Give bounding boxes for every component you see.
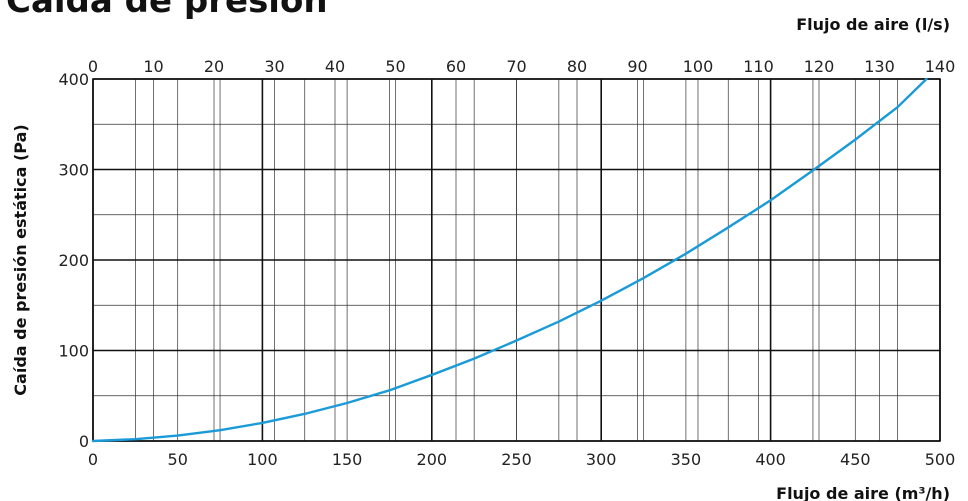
series-layer: [91, 77, 928, 443]
chart-title: Caída de presión: [6, 0, 328, 21]
x-tick-label: 0: [88, 450, 98, 469]
x-tick-label: 100: [247, 450, 278, 469]
x-tick-label: 200: [417, 450, 448, 469]
x2-tick-label: 10: [143, 57, 163, 76]
x2-tick-label: 60: [446, 57, 466, 76]
y-tick-label: 400: [58, 70, 89, 89]
x-tick-label: 350: [671, 450, 702, 469]
y-tick-label: 0: [79, 432, 89, 451]
x-tick-label: 450: [840, 450, 871, 469]
x2-tick-label: 80: [567, 57, 587, 76]
x2-axis-title: Flujo de aire (l/s): [796, 15, 950, 34]
x2-tick-label: 50: [385, 57, 405, 76]
x-axis-ticks: 0 50 100 150 200 250 300 350 400 450 500: [88, 450, 955, 469]
x2-tick-label: 100: [683, 57, 714, 76]
x-tick-label: 250: [501, 450, 532, 469]
x2-tick-label: 0: [88, 57, 98, 76]
x2-tick-label: 20: [204, 57, 224, 76]
x2-axis-ticks: 0 10 20 30 40 50 60 70 80 90 100 110 120 130 140: [88, 57, 955, 76]
y-axis-ticks: 0 100 200 300 400: [58, 70, 89, 451]
x-tick-label: 500: [925, 450, 956, 469]
x2-tick-label: 90: [627, 57, 647, 76]
x2-tick-label: 70: [506, 57, 526, 76]
y-tick-label: 200: [58, 251, 89, 270]
x-tick-label: 150: [332, 450, 363, 469]
x-axis-title: Flujo de aire (m³/h): [776, 484, 950, 501]
y-tick-label: 100: [58, 342, 89, 361]
series-line: [91, 77, 928, 443]
x-tick-label: 300: [586, 450, 617, 469]
x-tick-label: 50: [168, 450, 188, 469]
x2-tick-label: 30: [264, 57, 284, 76]
x2-tick-label: 120: [804, 57, 835, 76]
x2-tick-label: 40: [325, 57, 345, 76]
major-grid: [92, 78, 941, 442]
x2-tick-label: 130: [864, 57, 895, 76]
y-tick-label: 300: [58, 161, 89, 180]
plot-frame: [92, 78, 941, 442]
x2-tick-label: 140: [925, 57, 956, 76]
x2-tick-label: 110: [743, 57, 774, 76]
x-tick-label: 400: [755, 450, 786, 469]
y-axis-title: Caída de presión estática (Pa): [11, 124, 30, 395]
